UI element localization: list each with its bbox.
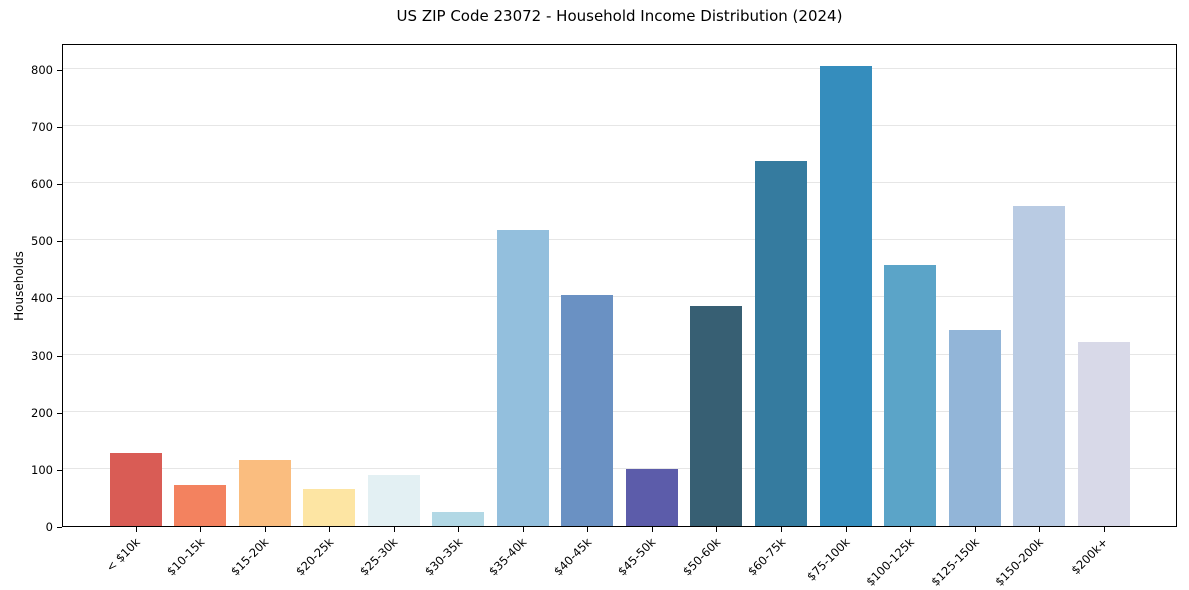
x-tick-label-20-25k: $20-25k <box>292 535 337 579</box>
bar-10k <box>109 453 162 526</box>
bar-200k <box>1077 341 1130 526</box>
y-tick-mark-800 <box>57 69 62 71</box>
x-tick-label-100-125k: $100-125k <box>863 535 917 589</box>
bar-75-100k <box>819 66 872 526</box>
y-tick-label-700: 700 <box>31 119 53 134</box>
x-tick-label-40-45k: $40-45k <box>550 535 595 579</box>
x-tick-label-60-75k: $60-75k <box>744 535 788 579</box>
y-tick-mark-200 <box>57 412 62 414</box>
bar-25-30k <box>367 474 420 526</box>
x-tick-mark <box>1103 527 1105 532</box>
x-tick-mark <box>781 527 782 532</box>
chart-title: US ZIP Code 23072 - Household Income Dis… <box>396 7 843 25</box>
bar-35-40k <box>496 230 549 526</box>
x-tick-mark <box>458 527 460 532</box>
y-tick-label-300: 300 <box>31 348 53 363</box>
bar-150-200k <box>1013 205 1066 526</box>
y-tick-label-600: 600 <box>31 177 53 192</box>
x-tick-label-75-100k: $75-100k <box>803 535 853 584</box>
x-tick-label-10-15k: $10-15k <box>163 535 207 579</box>
x-tick-mark <box>329 527 331 532</box>
gridline-400 <box>63 296 1176 298</box>
x-tick-mark <box>587 527 589 532</box>
x-tick-mark <box>264 527 266 532</box>
x-tick-mark <box>135 527 137 532</box>
y-tick-mark-700 <box>57 126 62 128</box>
x-tick-label-30-35k: $30-35k <box>421 535 466 579</box>
x-tick-mark <box>910 527 912 532</box>
y-tick-label-0: 0 <box>45 520 53 534</box>
x-tick-mark <box>200 527 202 532</box>
x-tick-mark <box>845 527 847 532</box>
x-tick-label-50-60k: $50-60k <box>679 535 724 579</box>
bar-10-15k <box>174 484 227 526</box>
y-tick-label-200: 200 <box>31 405 53 420</box>
gridline-300 <box>63 353 1176 355</box>
x-tick-label-10k: < $10k <box>102 535 143 575</box>
bar-40-45k <box>561 294 614 526</box>
bar-15-20k <box>238 459 291 526</box>
bar-125-150k <box>948 329 1001 526</box>
gridline-500 <box>63 239 1176 241</box>
gridline-600 <box>63 182 1176 184</box>
bar-45-50k <box>625 468 678 526</box>
x-tick-mark <box>651 527 653 532</box>
y-tick-mark-600 <box>57 184 62 186</box>
x-tick-label-25-30k: $25-30k <box>357 535 401 579</box>
gridline-800 <box>63 67 1176 69</box>
bar-20-25k <box>303 488 356 526</box>
bar-100-125k <box>884 265 937 526</box>
x-tick-mark <box>522 527 524 532</box>
y-tick-label-100: 100 <box>31 462 53 477</box>
y-tick-label-400: 400 <box>31 291 53 306</box>
gridline-700 <box>63 124 1176 126</box>
x-tick-mark <box>1039 527 1041 532</box>
bar-30-35k <box>432 511 485 526</box>
gridline-200 <box>63 410 1176 412</box>
gridline-100 <box>63 467 1176 469</box>
x-tick-label-45-50k: $45-50k <box>615 535 659 579</box>
bar-60-75k <box>755 160 807 526</box>
y-tick-mark-300 <box>57 355 62 357</box>
y-tick-mark-400 <box>57 298 62 300</box>
y-tick-mark-500 <box>57 241 62 243</box>
x-tick-label-125-150k: $125-150k <box>927 535 982 589</box>
y-tick-mark-0 <box>57 527 62 528</box>
x-tick-mark <box>393 527 395 532</box>
x-tick-label-150-200k: $150-200k <box>992 535 1047 589</box>
x-tick-label-200k: $200k+ <box>1068 535 1111 578</box>
bar-50-60k <box>690 305 743 526</box>
x-tick-mark <box>716 527 718 532</box>
y-tick-label-500: 500 <box>31 234 53 249</box>
plot-area <box>62 44 1177 527</box>
y-tick-mark-100 <box>57 469 62 471</box>
y-tick-label-800: 800 <box>31 62 53 77</box>
x-tick-label-35-40k: $35-40k <box>486 535 530 579</box>
x-tick-label-15-20k: $15-20k <box>228 535 272 579</box>
x-tick-mark <box>974 527 976 532</box>
